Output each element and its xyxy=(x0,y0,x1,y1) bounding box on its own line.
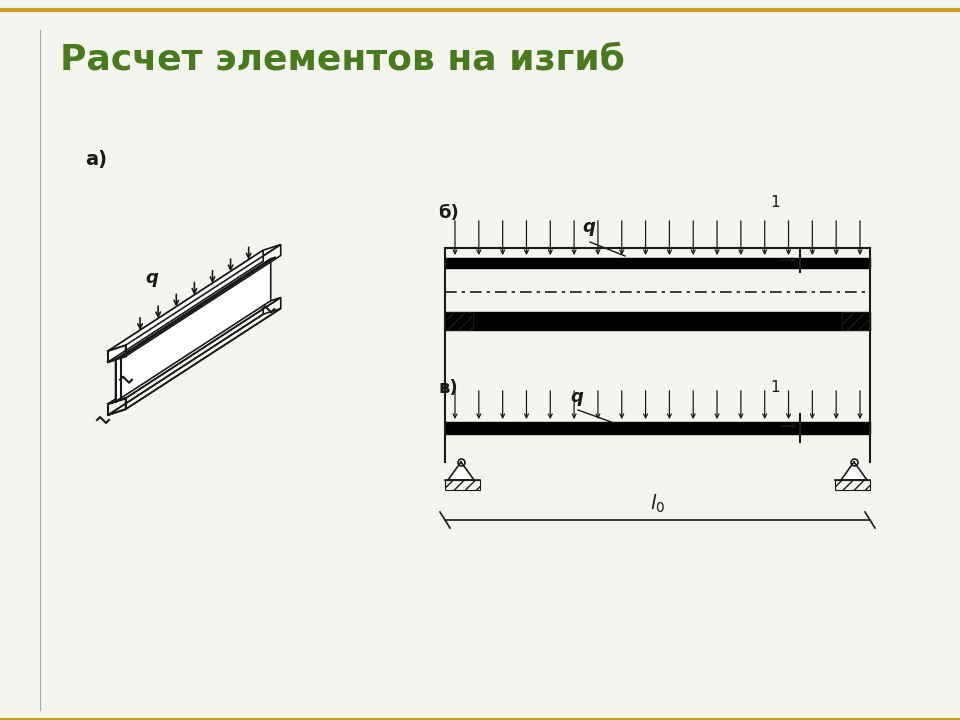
Text: 1: 1 xyxy=(770,195,780,210)
Polygon shape xyxy=(108,245,280,351)
Polygon shape xyxy=(115,258,271,402)
Bar xyxy=(445,480,480,490)
Text: q: q xyxy=(582,218,595,236)
Polygon shape xyxy=(108,297,280,404)
Bar xyxy=(835,480,870,490)
Text: б): б) xyxy=(438,204,459,222)
Text: 1: 1 xyxy=(770,380,780,395)
Polygon shape xyxy=(841,462,867,480)
Text: $l_0$: $l_0$ xyxy=(650,492,665,515)
Polygon shape xyxy=(448,462,474,480)
Polygon shape xyxy=(108,251,263,362)
Text: а): а) xyxy=(85,150,107,169)
Text: q: q xyxy=(145,269,158,287)
Text: в): в) xyxy=(438,379,458,397)
Bar xyxy=(842,312,870,330)
Polygon shape xyxy=(115,257,276,359)
Bar xyxy=(445,312,473,330)
Text: Расчет элементов на изгиб: Расчет элементов на изгиб xyxy=(60,42,625,76)
Text: q: q xyxy=(570,388,583,406)
